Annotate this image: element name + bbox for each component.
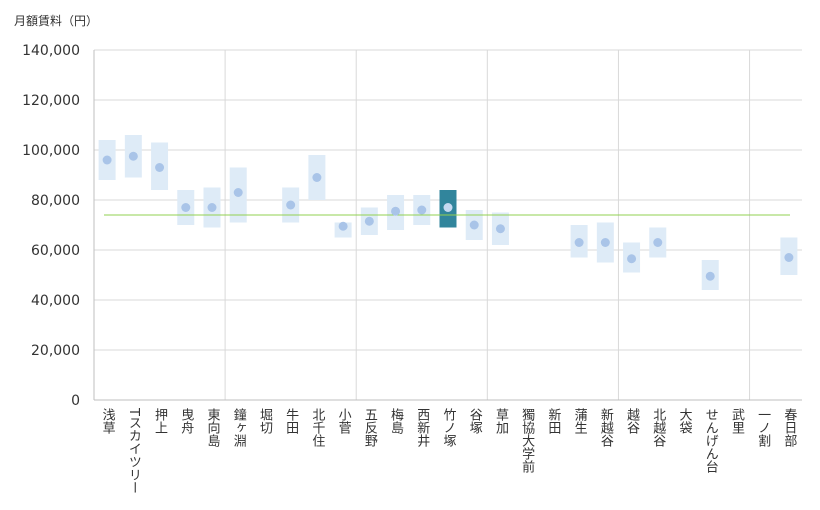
mean-point [627, 254, 637, 264]
y-tick-label: 40,000 [31, 293, 80, 309]
x-tick-label: 牛田 [283, 408, 299, 434]
x-tick-label: せんげん台 [703, 408, 719, 473]
mean-point [338, 221, 348, 231]
mean-point [312, 173, 322, 182]
mean-point [495, 224, 505, 234]
x-tick-label: 堀切 [257, 408, 273, 435]
x-tick-label: Tスカイツリー [126, 407, 141, 494]
mean-point [391, 206, 401, 216]
x-tick-label: 竹ノ塚 [441, 408, 457, 447]
mean-point [102, 155, 112, 165]
x-tick-label: 武里 [729, 408, 745, 434]
mean-point [705, 271, 715, 281]
x-tick-label: 蒲生 [572, 408, 588, 434]
x-tick-label: 春日部 [781, 408, 797, 447]
x-tick-label: 大袋 [677, 408, 693, 434]
y-tick-label: 80,000 [31, 193, 80, 209]
x-tick-label: 押上 [152, 408, 168, 434]
mean-point [207, 203, 217, 212]
y-tick-label: 0 [71, 393, 80, 409]
x-tick-label: 一ノ割 [755, 408, 771, 447]
x-tick-label: 浅草 [100, 408, 116, 434]
x-tick-label: 越谷 [624, 408, 640, 434]
mean-point [233, 188, 243, 197]
x-tick-label: 東向島 [205, 407, 221, 447]
y-tick-label: 120,000 [22, 93, 80, 109]
x-tick-label: 草加 [493, 408, 509, 435]
mean-point [286, 200, 296, 210]
x-tick-label: 北越谷 [650, 408, 666, 447]
x-tick-label: 新田 [545, 407, 561, 434]
mean-point [574, 238, 584, 247]
x-tick-label: 曳舟 [178, 408, 194, 435]
y-tick-label: 140,000 [22, 43, 80, 59]
mean-point [364, 216, 374, 226]
mean-point [417, 205, 427, 215]
x-tick-label: 谷塚 [467, 408, 483, 434]
y-axis-title: 月額賃料（円） [14, 14, 99, 28]
mean-point [784, 253, 794, 262]
x-tick-label: 梅島 [388, 408, 404, 434]
mean-point [155, 163, 165, 172]
x-tick-label: 西新井 [414, 408, 430, 448]
mean-point [653, 238, 663, 247]
mean-point [181, 203, 191, 212]
x-tick-label: 五反野 [362, 408, 378, 447]
x-tick-label: 小菅 [336, 408, 352, 435]
x-tick-label: 北千住 [309, 408, 325, 447]
mean-point [443, 203, 453, 212]
mean-point [128, 151, 138, 161]
mean-point [600, 238, 610, 247]
y-tick-label: 60,000 [31, 243, 80, 259]
x-tick-label: 新越谷 [598, 407, 614, 447]
x-tick-label: 獨協大学前 [519, 408, 535, 473]
y-tick-label: 100,000 [22, 143, 80, 159]
y-tick-label: 20,000 [31, 343, 80, 359]
mean-point [469, 220, 479, 230]
x-tick-label: 鐘ヶ淵 [231, 407, 247, 447]
